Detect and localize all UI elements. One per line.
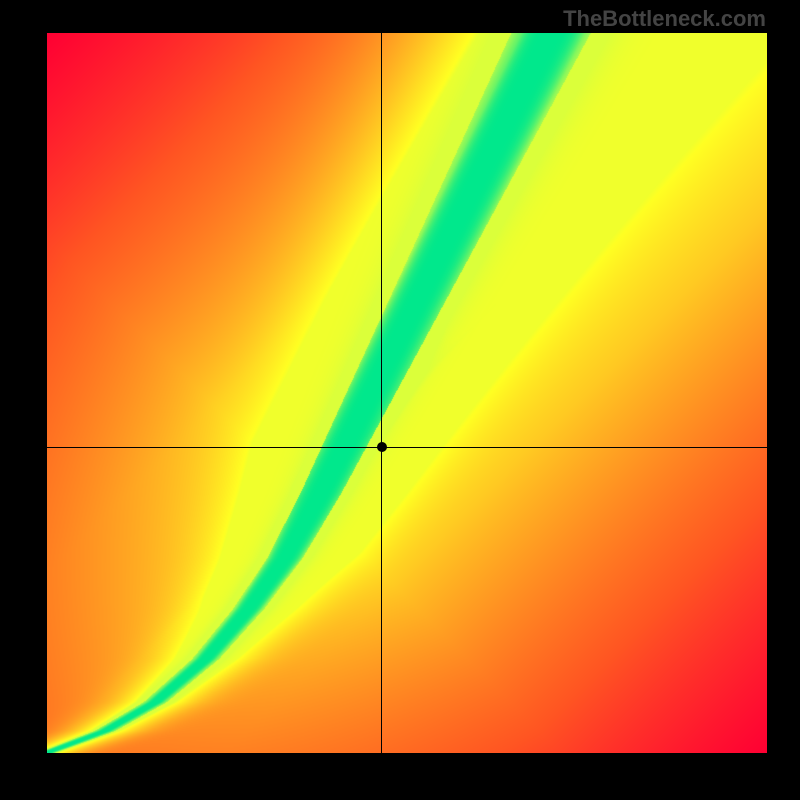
crosshair-marker [377,442,387,452]
heatmap-canvas [47,33,767,753]
plot-area [47,33,767,753]
crosshair-vertical [381,33,382,753]
chart-container: TheBottleneck.com [0,0,800,800]
crosshair-horizontal [47,447,767,448]
watermark-text: TheBottleneck.com [563,6,766,32]
